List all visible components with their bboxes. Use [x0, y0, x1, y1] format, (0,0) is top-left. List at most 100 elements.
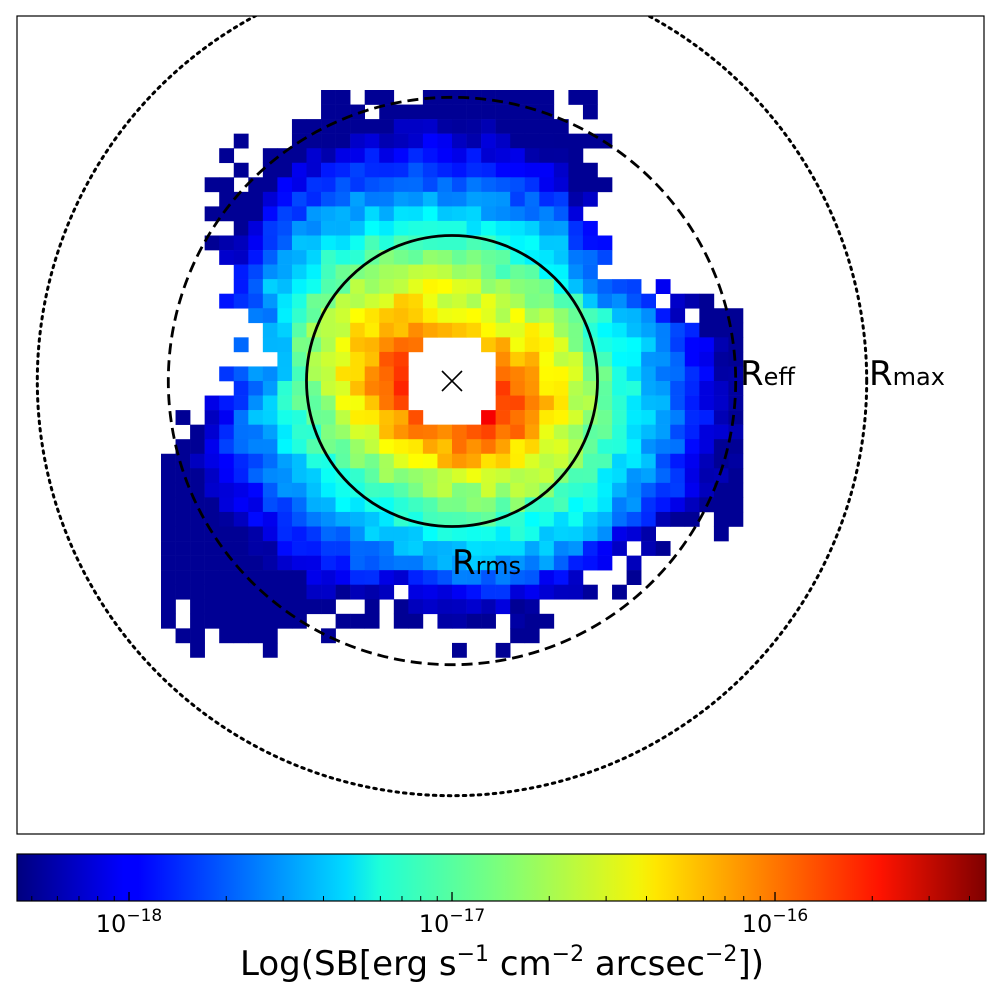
sb-pixel	[219, 293, 235, 309]
sb-pixel	[612, 337, 627, 353]
sb-pixel	[291, 410, 307, 425]
sb-pixel	[321, 468, 336, 484]
sb-pixel	[510, 206, 526, 222]
sb-pixel	[684, 439, 700, 455]
sb-pixel	[568, 220, 584, 236]
sb-pixel	[539, 511, 555, 527]
sb-pixel	[684, 453, 700, 469]
sb-pixel	[437, 439, 453, 455]
sb-pixel	[321, 90, 336, 105]
sb-pixel	[422, 497, 438, 513]
sb-pixel	[204, 468, 220, 484]
sb-pixel	[452, 279, 467, 294]
sb-pixel	[219, 250, 235, 265]
sb-pixel	[510, 439, 526, 455]
sb-pixel	[495, 279, 511, 294]
sb-pixel	[379, 206, 395, 222]
sb-pixel	[277, 410, 293, 425]
sb-pixel	[481, 250, 496, 265]
sb-pixel	[408, 133, 424, 149]
sb-pixel	[553, 424, 569, 440]
sb-pixel	[437, 308, 453, 324]
map-frame	[16, 15, 985, 835]
sb-pixel	[204, 497, 220, 513]
sb-pixel	[291, 162, 307, 178]
sb-pixel	[350, 235, 365, 251]
sb-pixel	[597, 555, 613, 571]
sb-pixel	[626, 381, 642, 396]
sb-pixel	[190, 570, 205, 585]
sb-pixel	[364, 264, 380, 280]
sb-pixel	[248, 555, 264, 571]
sb-pixel	[699, 381, 715, 396]
sb-pixel	[233, 220, 249, 236]
sb-pixel	[291, 177, 307, 193]
sb-pixel	[626, 439, 642, 455]
sb-pixel	[248, 482, 264, 498]
sb-pixel	[582, 90, 598, 105]
sb-pixel	[466, 468, 482, 484]
sb-pixel	[204, 424, 220, 440]
sb-pixel	[466, 148, 482, 164]
sb-pixel	[277, 177, 293, 193]
sb-pixel	[204, 511, 220, 527]
sb-pixel	[582, 366, 598, 382]
sb-pixel	[495, 148, 511, 164]
sb-pixel	[452, 250, 467, 265]
sb-pixel	[364, 555, 380, 571]
sb-pixel	[510, 511, 526, 527]
sb-pixel	[641, 351, 656, 367]
sb-pixel	[379, 293, 395, 309]
sb-pixel	[582, 104, 598, 120]
sb-pixel	[524, 599, 540, 615]
sb-pixel	[626, 337, 642, 353]
sb-pixel	[306, 293, 322, 309]
sb-pixel	[510, 162, 526, 178]
sb-pixel	[291, 497, 307, 513]
sb-pixel	[495, 220, 511, 236]
sb-pixel	[568, 351, 584, 367]
sb-pixel	[190, 628, 205, 644]
sb-pixel	[437, 119, 453, 134]
sb-pixel	[233, 526, 249, 542]
sb-pixel	[408, 250, 424, 265]
sb-pixel	[495, 541, 511, 556]
sb-pixel	[626, 351, 642, 367]
sb-pixel	[582, 381, 598, 396]
sb-pixel	[510, 308, 526, 324]
sb-pixel	[713, 511, 729, 527]
sb-pixel	[277, 162, 293, 178]
sb-pixel	[582, 177, 598, 193]
sb-pixel	[699, 308, 715, 324]
sb-pixel	[481, 337, 496, 353]
sb-pixel	[684, 410, 700, 425]
sb-pixel	[481, 293, 496, 309]
sb-pixel	[306, 526, 322, 542]
sb-pixel	[393, 482, 409, 498]
sb-pixel	[233, 381, 249, 396]
sb-pixel	[495, 250, 511, 265]
sb-pixel	[335, 104, 351, 120]
sb-pixel	[248, 250, 264, 265]
sb-pixel	[291, 555, 307, 571]
sb-pixel	[204, 570, 220, 585]
sb-pixel	[437, 468, 453, 484]
sb-pixel	[321, 584, 336, 600]
sb-pixel	[233, 133, 249, 149]
sb-pixel	[190, 424, 205, 440]
sb-pixel	[437, 220, 453, 236]
sb-pixel	[524, 424, 540, 440]
sb-pixel	[510, 133, 526, 149]
sb-pixel	[510, 235, 526, 251]
sb-pixel	[510, 293, 526, 309]
sb-pixel	[248, 468, 264, 484]
sb-pixel	[204, 410, 220, 425]
sb-pixel	[306, 395, 322, 411]
sb-pixel	[393, 250, 409, 265]
sb-pixel	[612, 497, 627, 513]
sb-pixel	[510, 424, 526, 440]
sb-pixel	[641, 541, 656, 556]
sb-pixel	[568, 511, 584, 527]
sb-pixel	[699, 322, 715, 338]
sb-pixel	[321, 511, 336, 527]
